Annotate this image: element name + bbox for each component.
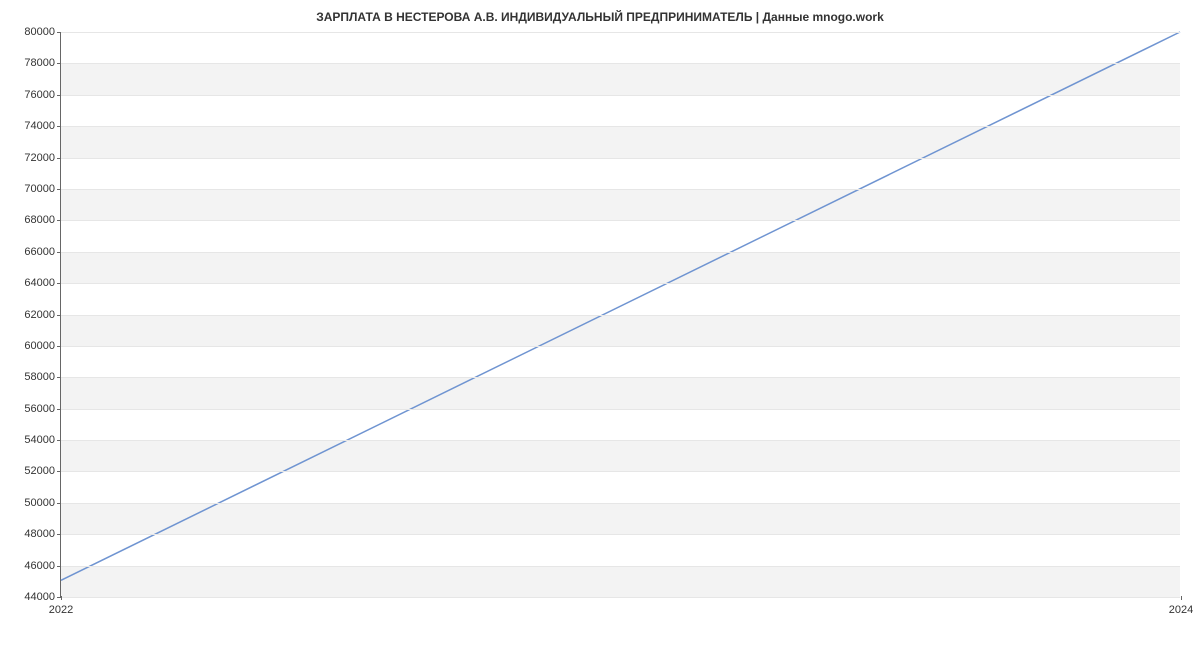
series-line-salary xyxy=(61,32,1180,580)
y-gridline xyxy=(61,63,1180,64)
y-tick-mark xyxy=(57,471,61,472)
y-tick-label: 56000 xyxy=(24,403,55,415)
y-tick-label: 46000 xyxy=(24,560,55,572)
y-tick-mark xyxy=(57,377,61,378)
x-tick-mark xyxy=(1181,596,1182,600)
y-tick-mark xyxy=(57,158,61,159)
y-tick-mark xyxy=(57,566,61,567)
y-gridline xyxy=(61,503,1180,504)
x-tick-label: 2024 xyxy=(1169,604,1193,616)
x-tick-label: 2022 xyxy=(49,604,73,616)
y-gridline xyxy=(61,158,1180,159)
y-tick-label: 62000 xyxy=(24,309,55,321)
y-tick-label: 50000 xyxy=(24,497,55,509)
y-gridline xyxy=(61,534,1180,535)
y-gridline xyxy=(61,471,1180,472)
x-tick-mark xyxy=(61,596,62,600)
y-tick-label: 48000 xyxy=(24,528,55,540)
y-tick-mark xyxy=(57,440,61,441)
y-tick-label: 52000 xyxy=(24,465,55,477)
y-gridline xyxy=(61,409,1180,410)
y-tick-label: 66000 xyxy=(24,246,55,258)
y-gridline xyxy=(61,346,1180,347)
y-tick-mark xyxy=(57,503,61,504)
salary-chart: ЗАРПЛАТА В НЕСТЕРОВА А.В. ИНДИВИДУАЛЬНЫЙ… xyxy=(0,0,1200,650)
y-gridline xyxy=(61,377,1180,378)
y-tick-label: 80000 xyxy=(24,26,55,38)
y-tick-label: 64000 xyxy=(24,277,55,289)
y-tick-label: 78000 xyxy=(24,57,55,69)
y-gridline xyxy=(61,440,1180,441)
y-gridline xyxy=(61,95,1180,96)
y-tick-mark xyxy=(57,220,61,221)
y-tick-mark xyxy=(57,409,61,410)
y-tick-mark xyxy=(57,346,61,347)
y-gridline xyxy=(61,315,1180,316)
y-gridline xyxy=(61,252,1180,253)
y-tick-label: 68000 xyxy=(24,214,55,226)
y-tick-label: 74000 xyxy=(24,120,55,132)
y-tick-label: 70000 xyxy=(24,183,55,195)
y-tick-mark xyxy=(57,63,61,64)
y-tick-mark xyxy=(57,534,61,535)
y-tick-mark xyxy=(57,189,61,190)
y-tick-label: 72000 xyxy=(24,152,55,164)
y-tick-mark xyxy=(57,283,61,284)
y-gridline xyxy=(61,220,1180,221)
y-tick-label: 76000 xyxy=(24,89,55,101)
y-tick-mark xyxy=(57,126,61,127)
y-gridline xyxy=(61,566,1180,567)
y-tick-label: 44000 xyxy=(24,591,55,603)
y-gridline xyxy=(61,189,1180,190)
y-tick-label: 60000 xyxy=(24,340,55,352)
y-tick-mark xyxy=(57,32,61,33)
y-gridline xyxy=(61,126,1180,127)
y-gridline xyxy=(61,32,1180,33)
y-tick-mark xyxy=(57,315,61,316)
y-tick-mark xyxy=(57,252,61,253)
y-gridline xyxy=(61,597,1180,598)
y-tick-label: 54000 xyxy=(24,434,55,446)
plot-area: 4400046000480005000052000540005600058000… xyxy=(60,32,1180,597)
y-tick-mark xyxy=(57,95,61,96)
y-gridline xyxy=(61,283,1180,284)
plot-wrap: 4400046000480005000052000540005600058000… xyxy=(60,32,1180,597)
chart-title: ЗАРПЛАТА В НЕСТЕРОВА А.В. ИНДИВИДУАЛЬНЫЙ… xyxy=(0,0,1200,30)
y-tick-label: 58000 xyxy=(24,371,55,383)
